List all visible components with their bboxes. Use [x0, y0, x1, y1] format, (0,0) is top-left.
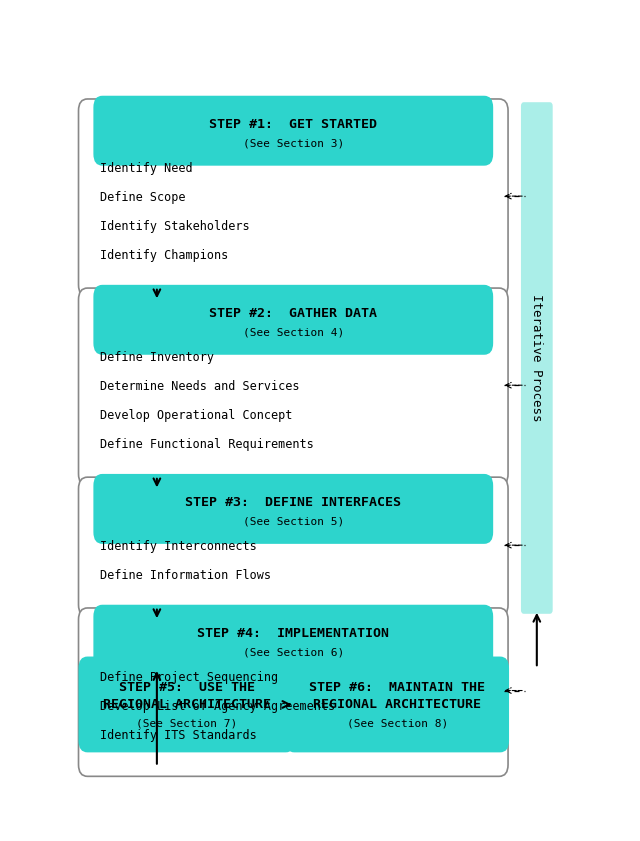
- Text: Define Inventory: Define Inventory: [100, 351, 214, 364]
- Text: Develop Operational Concept: Develop Operational Concept: [100, 410, 292, 422]
- Text: (See Section 7): (See Section 7): [136, 718, 237, 728]
- Text: STEP #1:  GET STARTED: STEP #1: GET STARTED: [209, 118, 378, 130]
- Text: Identify Champions: Identify Champions: [100, 249, 228, 262]
- FancyBboxPatch shape: [79, 657, 295, 753]
- Text: STEP #4:  IMPLEMENTATION: STEP #4: IMPLEMENTATION: [197, 627, 389, 640]
- FancyBboxPatch shape: [93, 474, 493, 544]
- FancyBboxPatch shape: [79, 477, 508, 616]
- FancyBboxPatch shape: [79, 608, 508, 776]
- Text: STEP #2:  GATHER DATA: STEP #2: GATHER DATA: [209, 307, 378, 320]
- Text: STEP #6:  MAINTAIN THE: STEP #6: MAINTAIN THE: [309, 681, 485, 695]
- Text: Identify Stakeholders: Identify Stakeholders: [100, 220, 250, 233]
- Text: Define Project Sequencing: Define Project Sequencing: [100, 671, 278, 684]
- Text: Identify ITS Standards: Identify ITS Standards: [100, 729, 257, 742]
- Text: REGIONAL ARCHITECTURE: REGIONAL ARCHITECTURE: [102, 698, 271, 711]
- Text: Identify Need: Identify Need: [100, 161, 193, 175]
- FancyBboxPatch shape: [79, 99, 508, 297]
- FancyBboxPatch shape: [285, 657, 509, 753]
- Text: STEP #3:  DEFINE INTERFACES: STEP #3: DEFINE INTERFACES: [186, 496, 401, 509]
- FancyBboxPatch shape: [521, 103, 553, 614]
- Text: (See Section 6): (See Section 6): [243, 648, 344, 658]
- Text: Define Scope: Define Scope: [100, 191, 186, 204]
- Text: Develop List of Agency Agreements: Develop List of Agency Agreements: [100, 700, 335, 713]
- Text: (See Section 3): (See Section 3): [243, 139, 344, 149]
- Text: Iterative Process: Iterative Process: [531, 294, 543, 421]
- Text: Determine Needs and Services: Determine Needs and Services: [100, 380, 300, 393]
- Text: Identify Interconnects: Identify Interconnects: [100, 540, 257, 553]
- FancyBboxPatch shape: [79, 288, 508, 485]
- Text: (See Section 4): (See Section 4): [243, 328, 344, 338]
- Text: REGIONAL ARCHITECTURE: REGIONAL ARCHITECTURE: [313, 698, 481, 711]
- Text: (See Section 5): (See Section 5): [243, 517, 344, 527]
- FancyBboxPatch shape: [93, 96, 493, 166]
- Text: Define Information Flows: Define Information Flows: [100, 569, 271, 582]
- Text: (See Section 8): (See Section 8): [347, 718, 448, 728]
- FancyBboxPatch shape: [93, 605, 493, 674]
- FancyBboxPatch shape: [93, 285, 493, 355]
- Text: Define Functional Requirements: Define Functional Requirements: [100, 438, 314, 452]
- Text: STEP #5:  USE THE: STEP #5: USE THE: [118, 681, 255, 695]
